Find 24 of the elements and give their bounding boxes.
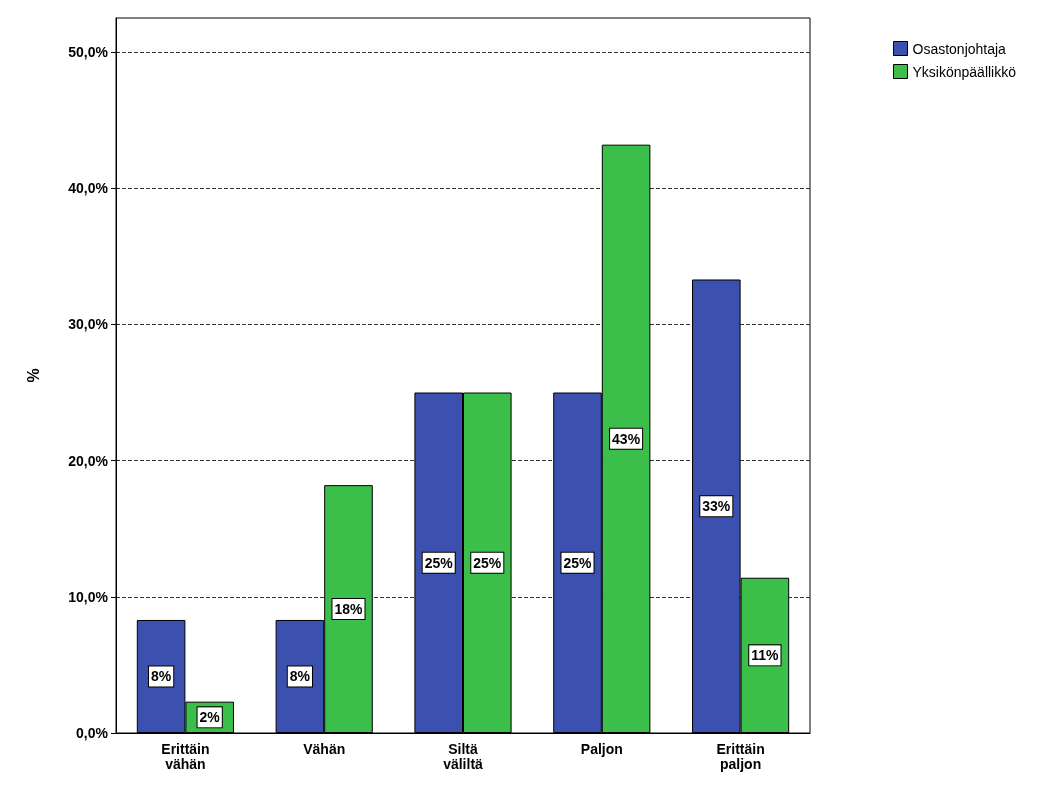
data-label: 25% [424, 554, 454, 571]
y-tick-label: 30,0% [68, 316, 109, 333]
y-axis-title: % [24, 368, 42, 383]
x-tick-label: Paljon [580, 740, 623, 757]
x-tick-label: Siltä väliltä [443, 740, 484, 772]
data-label: 2% [199, 709, 221, 726]
legend-label: Yksikönpäällikkö [912, 63, 1017, 80]
x-tick-label: Erittäin paljon [716, 740, 765, 772]
data-label: 43% [612, 430, 641, 447]
y-tick-label: 0,0% [76, 725, 109, 741]
y-tick-label: 20,0% [68, 452, 109, 469]
data-label: 33% [702, 498, 731, 515]
data-label: 8% [150, 668, 172, 685]
x-tick-label: Vähän [303, 740, 346, 757]
legend-label: Osastonjohtaja [912, 40, 1007, 57]
data-label: 8% [289, 668, 311, 685]
x-tick-label: Erittäin vähän [161, 740, 210, 772]
y-tick-label: 10,0% [68, 588, 109, 605]
data-label: 25% [473, 554, 502, 571]
y-tick-label: 40,0% [68, 180, 109, 197]
data-label: 11% [751, 647, 780, 664]
y-tick-label: 50,0% [68, 44, 109, 61]
data-label: 25% [563, 554, 593, 571]
data-label: 18% [334, 601, 364, 618]
